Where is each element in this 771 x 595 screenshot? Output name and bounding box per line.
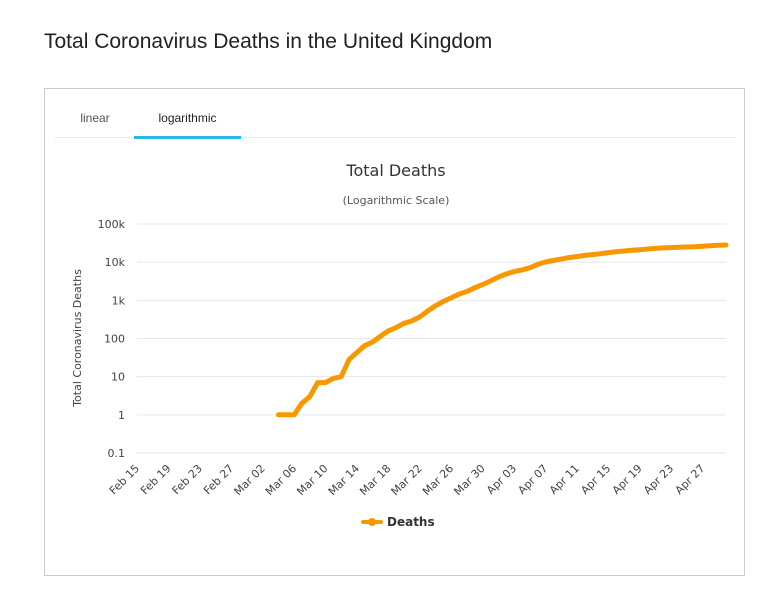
legend-symbol-marker bbox=[368, 518, 376, 526]
x-tick-label: Apr 23 bbox=[641, 462, 676, 497]
y-tick-label: 100 bbox=[104, 333, 125, 346]
y-tick-label: 1 bbox=[118, 409, 125, 422]
gridlines bbox=[137, 223, 726, 454]
y-tick-label: 10 bbox=[111, 371, 125, 384]
x-tick-label: Apr 03 bbox=[484, 462, 519, 497]
deaths-chart: Total Deaths (Logarithmic Scale) Total C… bbox=[71, 161, 729, 529]
y-axis-label: Total Coronavirus Deaths bbox=[71, 269, 84, 408]
chart-title: Total Deaths bbox=[345, 161, 445, 180]
x-tick-label: Mar 02 bbox=[232, 462, 268, 498]
x-tick-label: Feb 19 bbox=[138, 462, 173, 497]
x-tick-label: Mar 14 bbox=[326, 462, 362, 498]
chart-subtitle: (Logarithmic Scale) bbox=[343, 194, 450, 207]
x-tick-label: Feb 15 bbox=[107, 462, 142, 497]
x-tick-label: Mar 10 bbox=[294, 462, 330, 498]
page-title: Total Coronavirus Deaths in the United K… bbox=[44, 30, 493, 53]
x-tick-label: Apr 11 bbox=[547, 462, 582, 497]
y-tick-label: 0.1 bbox=[108, 447, 126, 460]
y-tick-label: 100k bbox=[98, 218, 126, 231]
x-tick-label: Apr 07 bbox=[515, 462, 550, 497]
y-tick-label: 10k bbox=[105, 256, 126, 269]
series-line-deaths[interactable] bbox=[275, 242, 729, 418]
tab-linear[interactable]: linear bbox=[80, 111, 110, 125]
x-tick-label: Apr 27 bbox=[673, 462, 708, 497]
y-axis-ticks: 0.1 1 10 100 1k 10k 100k bbox=[98, 218, 126, 460]
series-lines bbox=[275, 242, 729, 418]
x-tick-label: Feb 23 bbox=[170, 462, 205, 497]
x-tick-label: Mar 18 bbox=[357, 462, 393, 498]
legend[interactable]: Deaths bbox=[361, 515, 435, 529]
x-tick-label: Feb 27 bbox=[201, 462, 236, 497]
chart-panel: linear logarithmic Total Deaths (Logarit… bbox=[44, 88, 745, 576]
legend-label-deaths: Deaths bbox=[387, 515, 435, 529]
x-tick-label: Mar 06 bbox=[263, 462, 299, 498]
x-tick-label: Mar 26 bbox=[420, 462, 456, 498]
tab-logarithmic[interactable]: logarithmic bbox=[134, 89, 241, 139]
scale-tabs: linear logarithmic bbox=[55, 89, 735, 139]
x-tick-label: Mar 22 bbox=[389, 462, 425, 498]
x-tick-label: Apr 19 bbox=[610, 462, 645, 497]
x-tick-label: Apr 15 bbox=[578, 462, 613, 497]
x-tick-label: Mar 30 bbox=[451, 462, 487, 498]
y-tick-label: 1k bbox=[112, 294, 126, 307]
